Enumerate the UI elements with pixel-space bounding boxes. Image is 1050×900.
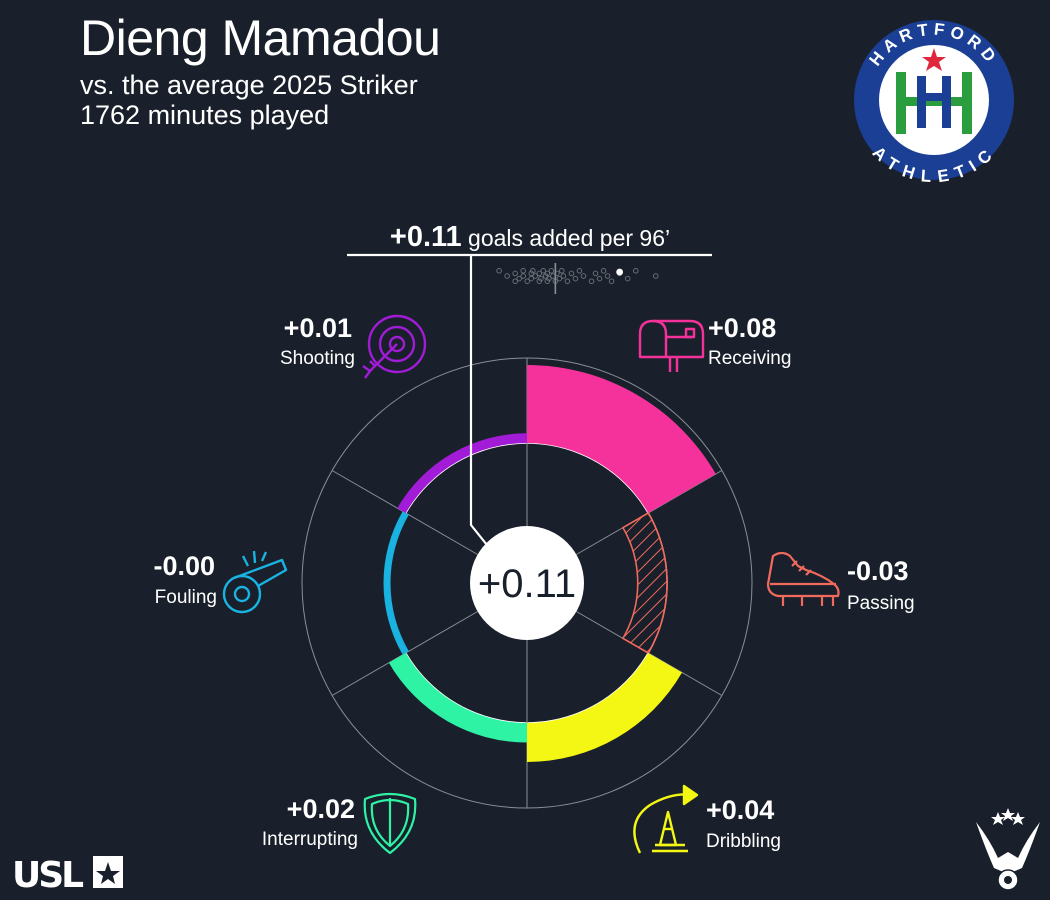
distribution-point bbox=[540, 268, 547, 274]
bar-shooting bbox=[397, 433, 527, 513]
distribution-point bbox=[512, 270, 518, 277]
distribution-point bbox=[572, 275, 579, 282]
distribution-point bbox=[568, 270, 575, 277]
bar-interrupting bbox=[388, 653, 527, 743]
distribution-point bbox=[536, 270, 543, 277]
total-suffix: goals added per 96’ bbox=[462, 225, 670, 251]
dribbling-label: Dribbling bbox=[706, 831, 781, 852]
distribution-point bbox=[624, 275, 631, 282]
distribution-point bbox=[653, 273, 659, 279]
distribution-point bbox=[592, 270, 599, 277]
passing-value: -0.03 bbox=[847, 556, 909, 586]
receiving-label: Receiving bbox=[708, 348, 791, 369]
distribution-point bbox=[608, 278, 615, 284]
distribution-point bbox=[632, 268, 639, 274]
distribution-point bbox=[580, 273, 587, 279]
distribution-point bbox=[528, 275, 535, 282]
distribution-point bbox=[600, 268, 607, 274]
distribution-point bbox=[504, 273, 510, 279]
dribbling-value: +0.04 bbox=[706, 795, 774, 825]
distribution-point bbox=[559, 268, 565, 274]
fouling-value: -0.00 bbox=[153, 551, 215, 581]
distribution-point bbox=[520, 273, 526, 279]
player-point bbox=[616, 268, 624, 276]
interrupting-label: Interrupting bbox=[262, 829, 358, 850]
shield-icon bbox=[363, 792, 417, 855]
interrupting-value: +0.02 bbox=[287, 794, 355, 824]
connector-line bbox=[469, 256, 488, 546]
distribution-point bbox=[516, 275, 522, 282]
svg-text:USL: USL bbox=[12, 855, 83, 896]
distribution-point bbox=[604, 273, 611, 279]
passing-label: Passing bbox=[847, 593, 915, 614]
cleat-icon bbox=[766, 551, 840, 606]
bar-passing bbox=[621, 511, 668, 655]
distribution-point bbox=[564, 278, 571, 284]
total-heading: +0.11 goals added per 96’ bbox=[390, 221, 670, 253]
distribution-point bbox=[560, 273, 567, 279]
distribution-point bbox=[512, 278, 518, 284]
comparison-text: vs. the average 2025 Striker bbox=[80, 70, 418, 100]
shooting-value: +0.01 bbox=[284, 313, 352, 343]
bar-fouling bbox=[383, 511, 409, 655]
minutes-played: 1762 minutes played bbox=[80, 100, 330, 130]
distribution-strip bbox=[496, 268, 659, 284]
category-bars bbox=[383, 365, 716, 762]
distribution-point bbox=[548, 268, 555, 274]
bar-receiving bbox=[527, 365, 716, 513]
total-value: +0.11 bbox=[390, 221, 462, 253]
distribution-point bbox=[520, 268, 526, 274]
spoke-line bbox=[576, 470, 723, 555]
distribution-point bbox=[544, 270, 551, 277]
mailbox-icon bbox=[638, 319, 705, 372]
distribution-point bbox=[538, 275, 544, 282]
player-name: Dieng Mamadou bbox=[80, 10, 441, 66]
distribution-point bbox=[576, 268, 583, 274]
distribution-point bbox=[496, 268, 502, 274]
distribution-point bbox=[546, 275, 552, 282]
whistle-icon bbox=[222, 550, 288, 614]
center-value: +0.11 bbox=[478, 562, 576, 606]
eagle-crest-icon bbox=[976, 808, 1040, 891]
star-icon bbox=[922, 48, 946, 71]
bar-dribbling bbox=[527, 653, 683, 762]
league-star-icon bbox=[96, 862, 120, 884]
cone-icon bbox=[633, 784, 699, 854]
distribution-point bbox=[530, 268, 536, 274]
league-logo: USL bbox=[12, 855, 123, 896]
team-logo: HARTFORD ATHLETIC bbox=[854, 20, 1014, 186]
center-disc bbox=[470, 526, 584, 640]
fouling-label: Fouling bbox=[155, 587, 217, 608]
distribution-point bbox=[532, 273, 539, 279]
distribution-point bbox=[524, 278, 530, 284]
target-icon bbox=[362, 314, 427, 379]
receiving-value: +0.08 bbox=[708, 313, 776, 343]
distribution-point bbox=[588, 278, 595, 284]
distribution-point bbox=[596, 275, 603, 282]
shooting-label: Shooting bbox=[280, 348, 355, 369]
distribution-point bbox=[556, 275, 563, 282]
spoke-line bbox=[576, 611, 723, 696]
